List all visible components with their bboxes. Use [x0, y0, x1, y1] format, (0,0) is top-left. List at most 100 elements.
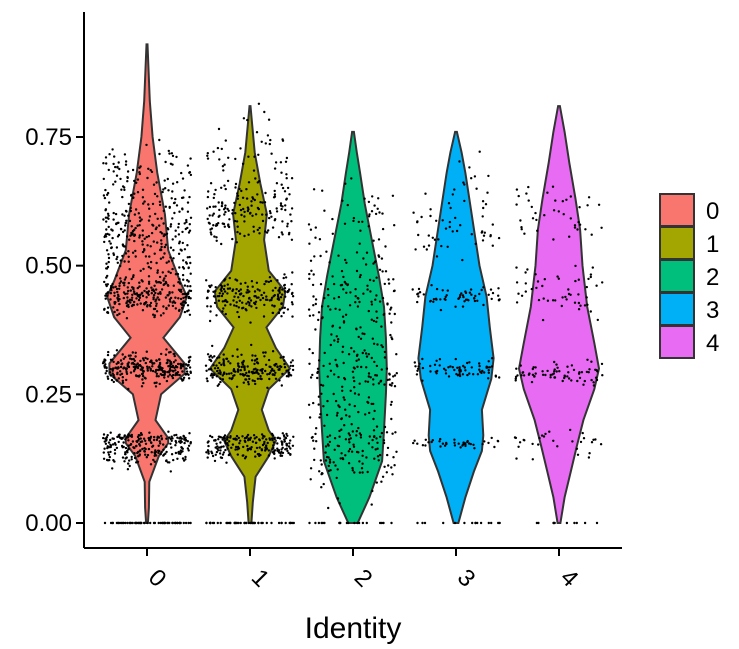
data-point	[329, 369, 333, 372]
data-point	[358, 432, 362, 435]
data-point	[103, 196, 107, 200]
data-point	[525, 192, 528, 195]
data-point	[336, 411, 339, 415]
data-point	[368, 411, 371, 415]
data-point	[461, 294, 465, 297]
data-point	[270, 437, 274, 440]
data-point	[357, 297, 360, 300]
data-point	[487, 174, 490, 178]
data-point	[219, 371, 222, 374]
data-point	[209, 310, 212, 313]
data-point	[130, 231, 133, 235]
data-point	[280, 441, 284, 444]
data-point	[225, 521, 228, 525]
data-point	[378, 300, 382, 303]
data-point	[109, 292, 113, 295]
data-point	[382, 441, 386, 445]
data-point	[170, 152, 174, 155]
data-point	[223, 213, 226, 216]
data-point	[574, 264, 577, 268]
data-point	[290, 220, 293, 223]
data-point	[131, 168, 135, 172]
data-point	[130, 299, 134, 302]
data-point	[416, 220, 419, 223]
data-point	[228, 218, 231, 221]
data-point	[482, 206, 485, 210]
data-point	[251, 379, 254, 382]
data-point	[171, 291, 174, 294]
data-point	[102, 218, 105, 221]
data-point	[272, 441, 276, 444]
data-point	[139, 368, 142, 371]
data-point	[126, 176, 129, 180]
data-point	[268, 276, 272, 279]
data-point	[352, 350, 356, 353]
data-point	[236, 225, 239, 228]
data-point	[211, 214, 214, 217]
data-point	[271, 434, 275, 437]
data-point	[216, 369, 219, 373]
data-point	[342, 396, 345, 399]
data-point	[151, 445, 154, 448]
data-point	[276, 293, 280, 296]
data-point	[255, 446, 259, 450]
data-point	[270, 296, 274, 299]
data-point	[374, 448, 377, 451]
data-point	[224, 304, 227, 307]
data-point	[383, 356, 387, 359]
data-point	[599, 443, 603, 446]
data-point	[220, 286, 223, 290]
data-point	[353, 386, 356, 389]
data-point	[373, 409, 376, 413]
data-point	[414, 365, 417, 368]
data-point	[186, 364, 189, 367]
data-point	[155, 359, 158, 362]
data-point	[473, 447, 476, 450]
data-point	[107, 225, 110, 229]
data-point	[381, 296, 385, 300]
data-point	[362, 257, 365, 260]
data-point	[221, 453, 225, 456]
data-point	[215, 450, 219, 454]
data-point	[176, 436, 179, 439]
data-point	[205, 377, 209, 380]
data-point	[288, 288, 291, 291]
data-point	[247, 380, 250, 384]
data-point	[363, 349, 366, 352]
data-point	[280, 315, 283, 318]
data-point	[432, 298, 436, 301]
data-point	[360, 365, 363, 369]
data-point	[392, 278, 395, 281]
data-point	[152, 183, 156, 186]
data-point	[108, 233, 111, 236]
data-point	[254, 441, 258, 445]
data-point	[126, 292, 129, 295]
data-point	[236, 448, 239, 451]
data-point	[104, 294, 107, 297]
data-point	[338, 326, 342, 329]
data-point	[577, 308, 581, 311]
data-point	[174, 296, 177, 299]
data-point	[155, 375, 158, 378]
data-point	[251, 285, 254, 288]
data-point	[244, 440, 247, 444]
data-point	[395, 450, 398, 453]
data-point	[169, 223, 173, 226]
data-point	[226, 179, 230, 183]
data-point	[227, 360, 230, 363]
data-point	[248, 296, 251, 300]
data-point	[136, 294, 140, 298]
data-point	[220, 242, 223, 246]
data-point	[106, 434, 109, 437]
data-point	[387, 282, 391, 285]
data-point	[309, 467, 313, 470]
data-point	[317, 359, 321, 362]
data-point	[454, 357, 457, 361]
data-point	[105, 458, 109, 462]
data-point	[103, 235, 106, 239]
data-point	[253, 359, 257, 362]
data-point	[118, 287, 121, 290]
data-point	[361, 454, 364, 457]
data-point	[458, 374, 462, 378]
data-point	[155, 298, 158, 301]
